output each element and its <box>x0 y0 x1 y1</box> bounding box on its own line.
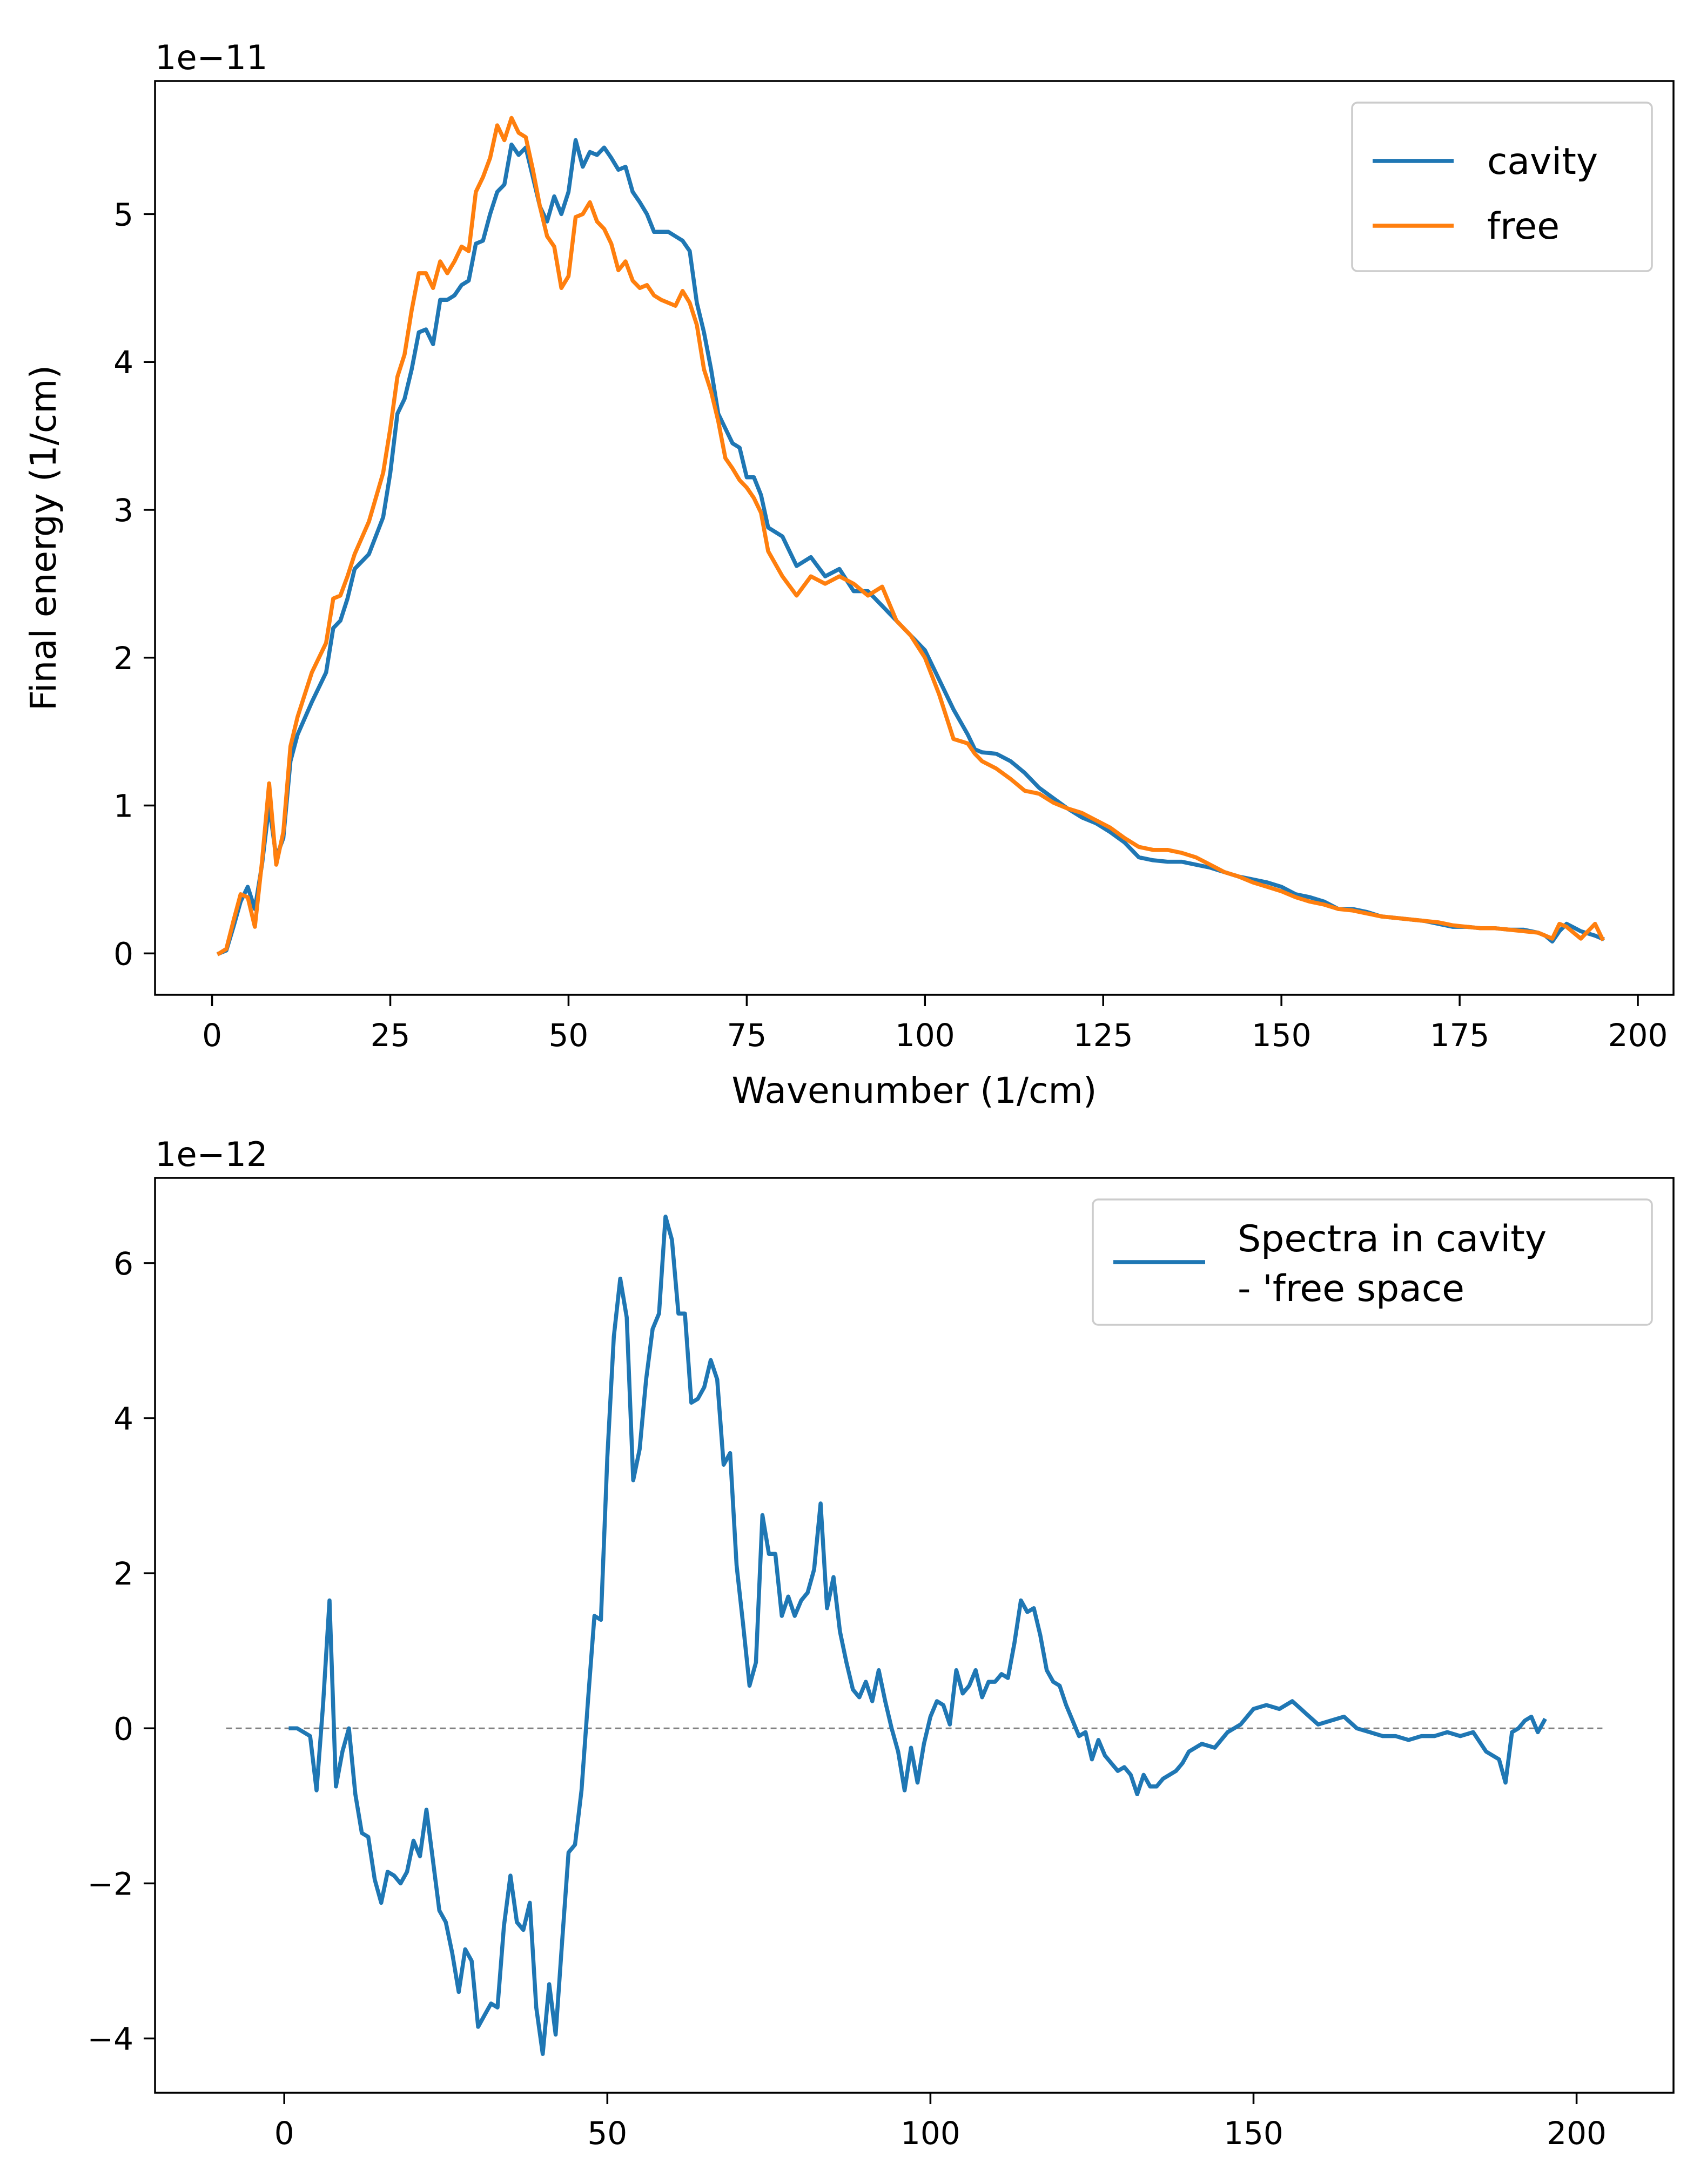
top-chart: 0 25 50 75 100 125 150 175 200 0 1 2 3 4 5 1e−11 Wavenum… <box>23 38 1675 1111</box>
series-line-difference <box>288 1215 1547 2056</box>
y-scale-offset-label: 1e−12 <box>155 1135 267 1174</box>
x-tick-label: 150 <box>1224 2115 1283 2152</box>
x-axis-label: Wavenumber (1/cm) <box>731 1070 1097 1111</box>
y-tick-label: −2 <box>88 1865 134 1902</box>
x-tick-label: 0 <box>274 2115 294 2152</box>
x-tick-label: 100 <box>900 2115 960 2152</box>
y-scale-offset-label: 1e−11 <box>155 38 267 77</box>
x-tick-label: 200 <box>1547 2115 1607 2152</box>
legend-box <box>1092 1198 1653 1326</box>
y-tick-label: 1 <box>113 788 133 825</box>
x-tick-label: 50 <box>587 2115 627 2152</box>
x-tick-label: 125 <box>1073 1017 1133 1054</box>
x-tick-label: 100 <box>895 1017 955 1054</box>
y-tick-label: 0 <box>113 935 133 972</box>
axes-frame <box>154 80 1675 996</box>
legend: cavity free <box>1351 102 1653 272</box>
series-line-cavity <box>216 138 1605 956</box>
legend-box <box>1351 102 1653 272</box>
y-tick-label: 4 <box>113 344 133 381</box>
legend-label: free <box>1487 205 1560 248</box>
x-tick-label: 50 <box>549 1017 589 1054</box>
y-tick-label: −4 <box>88 2021 134 2058</box>
y-tick-label: 5 <box>113 196 133 233</box>
x-tick-label: 25 <box>371 1017 411 1054</box>
legend-label: cavity <box>1487 140 1598 183</box>
y-tick-label: 0 <box>113 1710 133 1747</box>
x-tick-label: 175 <box>1430 1017 1490 1054</box>
axes-frame <box>154 1177 1675 2094</box>
legend: Spectra in cavity - 'free space <box>1092 1198 1653 1326</box>
y-tick-label: 4 <box>113 1400 133 1437</box>
y-tick-label: 2 <box>113 1555 133 1592</box>
x-tick-label: 150 <box>1252 1017 1312 1054</box>
x-tick-label: 75 <box>727 1017 767 1054</box>
x-tick-label: 0 <box>202 1017 222 1054</box>
y-tick-label: 2 <box>113 640 133 677</box>
y-tick-label: 6 <box>113 1245 133 1282</box>
x-tick-label: 200 <box>1608 1017 1668 1054</box>
bottom-chart: 0 50 100 150 200 −4 −2 0 2 4 6 1e−12 Spectra in cavi… <box>88 1135 1675 2152</box>
y-tick-label: 3 <box>113 492 133 529</box>
legend-label: Spectra in cavity - 'free space <box>1238 1218 1547 1310</box>
y-axis-label: Final energy (1/cm) <box>23 365 64 711</box>
series-line-free <box>216 116 1605 956</box>
